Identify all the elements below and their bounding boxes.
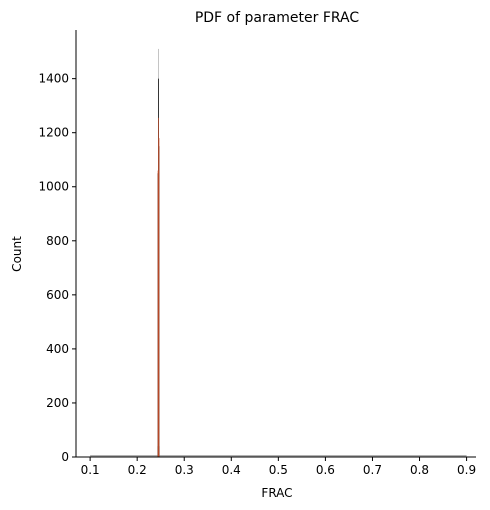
y-tick-label: 200 [46, 396, 69, 410]
y-tick-label: 400 [46, 342, 69, 356]
x-tick-label: 0.5 [269, 463, 288, 477]
y-tick-label: 1200 [38, 126, 69, 140]
x-tick-label: 0.9 [457, 463, 476, 477]
x-axis-label: FRAC [261, 486, 292, 500]
x-axis: 0.1 0.2 0.3 0.4 0.5 0.6 0.7 0.8 0.9 [76, 456, 476, 477]
x-tick-label: 0.7 [363, 463, 382, 477]
x-tick-label: 0.4 [222, 463, 241, 477]
y-tick-label: 1400 [38, 72, 69, 86]
hist-bar-orange-1 [158, 117, 159, 457]
y-axis-label: Count [10, 236, 24, 272]
y-tick-label: 600 [46, 288, 69, 302]
chart-title: PDF of parameter FRAC [195, 10, 360, 26]
x-tick-label: 0.1 [81, 463, 100, 477]
hist-bar-orange-0 [157, 170, 159, 457]
y-tick-label: 800 [46, 234, 69, 248]
hist-bar-orange-2 [158, 138, 160, 458]
x-tick-label: 0.2 [128, 463, 147, 477]
hist-baseline [90, 455, 467, 457]
y-tick-label: 1000 [38, 180, 69, 194]
y-axis: 0 200 400 600 800 1000 1200 1400 [38, 30, 77, 464]
x-tick-label: 0.3 [175, 463, 194, 477]
y-tick-label: 0 [61, 450, 69, 464]
x-tick-label: 0.6 [316, 463, 335, 477]
plot-area [90, 48, 467, 458]
x-tick-label: 0.8 [410, 463, 429, 477]
